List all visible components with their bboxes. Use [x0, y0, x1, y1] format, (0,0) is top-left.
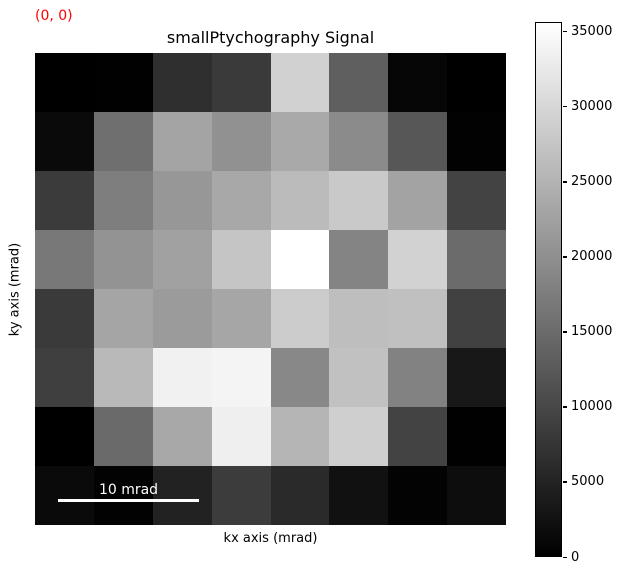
heatmap-cell: [447, 112, 506, 171]
colorbar-tick-label: 15000: [571, 324, 613, 340]
x-axis-label: kx axis (mrad): [223, 531, 318, 546]
colorbar-gradient: [535, 22, 562, 557]
colorbar-tick-label: 25000: [571, 174, 613, 190]
heatmap-cell: [447, 348, 506, 407]
colorbar-tick-label: 0: [571, 549, 580, 565]
heatmap-cell: [152, 171, 212, 230]
heatmap-cell: [211, 466, 271, 525]
heatmap-cell: [270, 171, 330, 230]
heatmap-cell: [211, 171, 271, 230]
colorbar-tick-mark: [563, 481, 567, 483]
heatmap-cell: [388, 53, 448, 112]
plot-title: smallPtychography Signal: [166, 28, 375, 47]
heatmap-cell: [211, 348, 271, 407]
heatmap-cell: [35, 407, 94, 466]
heatmap-cell: [152, 348, 212, 407]
heatmap-cell: [447, 230, 506, 289]
heatmap-cell: [270, 466, 330, 525]
colorbar-ticks: 0 5000 10000 15000 20000 25000 30000 35000: [563, 22, 640, 565]
heatmap-cell: [270, 407, 330, 466]
heatmap-cell: [447, 171, 506, 230]
heatmap-cell: [447, 466, 506, 525]
heatmap-cell: [93, 289, 153, 348]
heatmap-cell: [329, 53, 389, 112]
heatmap-cell: [329, 230, 389, 289]
heatmap-cell: [152, 112, 212, 171]
heatmap-cell: [388, 112, 448, 171]
heatmap-cell: [152, 289, 212, 348]
heatmap-cell: [93, 171, 153, 230]
heatmap-cell: [152, 407, 212, 466]
heatmap-cell: [388, 230, 448, 289]
heatmap-cell: [35, 289, 94, 348]
heatmap-cell: [329, 289, 389, 348]
heatmap-cell: [211, 230, 271, 289]
heatmap-cell: [93, 53, 153, 112]
heatmap-cell: [447, 407, 506, 466]
heatmap-cell: [388, 289, 448, 348]
heatmap-cell: [35, 171, 94, 230]
colorbar-tick-label: 5000: [571, 474, 605, 490]
colorbar-tick-label: 10000: [571, 399, 613, 415]
colorbar-tick-label: 30000: [571, 99, 613, 115]
colorbar-tick-mark: [563, 106, 567, 108]
heatmap-cell: [211, 289, 271, 348]
heatmap-cell: [329, 407, 389, 466]
colorbar-tick-label: 35000: [571, 24, 613, 40]
heatmap-cell: [35, 112, 94, 171]
colorbar-tick-mark: [563, 331, 567, 333]
heatmap-cell: [329, 171, 389, 230]
heatmap-cell: [447, 53, 506, 112]
heatmap-cell: [388, 171, 448, 230]
heatmap-cell: [270, 230, 330, 289]
heatmap-cell: [35, 53, 94, 112]
heatmap-cell: [270, 53, 330, 112]
heatmap-cell: [211, 112, 271, 171]
heatmap-cell: [152, 53, 212, 112]
heatmap-cell: [329, 348, 389, 407]
scalebar-line: [58, 499, 199, 502]
heatmap-grid: [35, 53, 506, 525]
heatmap-cell: [152, 466, 212, 525]
heatmap-cell: [35, 230, 94, 289]
heatmap-cell: [388, 466, 448, 525]
heatmap-cell: [270, 112, 330, 171]
heatmap-cell: [388, 348, 448, 407]
colorbar-tick-mark: [563, 556, 567, 558]
heatmap-cell: [93, 112, 153, 171]
heatmap-cell: [93, 407, 153, 466]
heatmap-cell: [329, 112, 389, 171]
heatmap-cell: [152, 230, 212, 289]
heatmap-cell: [211, 407, 271, 466]
colorbar-tick-mark: [563, 406, 567, 408]
colorbar-tick-mark: [563, 31, 567, 33]
y-axis-label: ky axis (mrad): [7, 242, 23, 337]
heatmap-cell: [35, 466, 94, 525]
heatmap-cell: [329, 466, 389, 525]
origin-annotation: (0, 0): [35, 8, 73, 24]
heatmap-cell: [35, 348, 94, 407]
heatmap-cell: [447, 289, 506, 348]
heatmap-cell: [211, 53, 271, 112]
heatmap-cell: [93, 230, 153, 289]
scalebar-label: 10 mrad: [98, 482, 159, 498]
heatmap-cell: [388, 407, 448, 466]
heatmap-cell: [270, 348, 330, 407]
colorbar-tick-label: 20000: [571, 249, 613, 265]
colorbar-tick-mark: [563, 181, 567, 183]
heatmap-cell: [270, 289, 330, 348]
heatmap-cell: [93, 466, 153, 525]
colorbar-tick-mark: [563, 256, 567, 258]
heatmap-cell: [93, 348, 153, 407]
